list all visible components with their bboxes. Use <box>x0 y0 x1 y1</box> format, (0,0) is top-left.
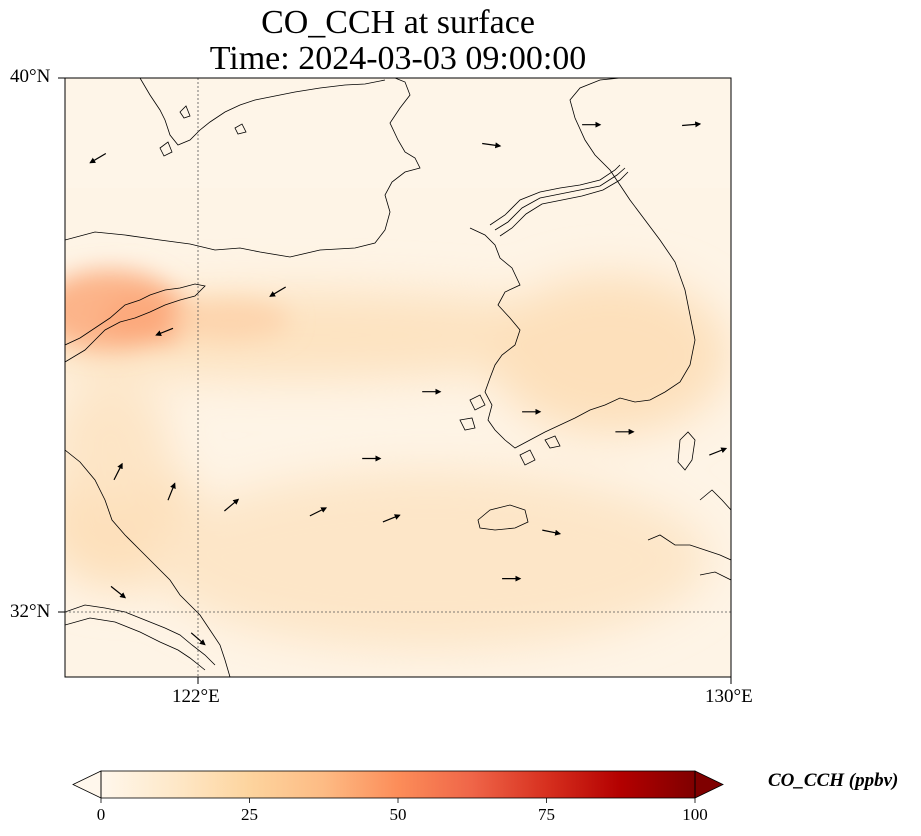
field-bohai-clean <box>65 78 731 188</box>
wind-arrow-15 <box>110 585 127 599</box>
wind-arrow-19 <box>482 142 502 149</box>
colorbar-tick-25: 25 <box>241 805 258 824</box>
coastline-korea-islands <box>459 394 561 466</box>
map-subtitle-time: Time: 2024-03-03 09:00:00 <box>209 40 587 77</box>
coastlines <box>65 78 731 677</box>
wind-arrow-2 <box>155 327 174 336</box>
wind-arrow-1 <box>269 286 287 297</box>
axis-ticks <box>58 77 732 684</box>
colorbar-tick-75: 75 <box>538 805 555 824</box>
coastline-jeju <box>477 504 529 531</box>
concentration-field <box>65 78 731 677</box>
field-plume-tail <box>170 300 290 340</box>
colorbar <box>72 770 724 803</box>
colorbar-gradient <box>101 771 695 798</box>
wind-arrow-3 <box>113 462 123 481</box>
lon-label-122E: 122°E <box>172 686 220 707</box>
colorbar-tick-50: 50 <box>389 805 407 824</box>
wind-arrow-17 <box>682 121 702 128</box>
wind-arrow-16 <box>190 632 206 646</box>
wind-arrow-12 <box>709 447 728 456</box>
lon-label-130E: 130°E <box>705 686 753 707</box>
colorbar-tick-0: 0 <box>96 805 106 824</box>
coastline-liaodong <box>139 78 386 146</box>
coastline-shandong <box>65 283 206 363</box>
coastline-jiangsu <box>65 449 231 677</box>
coastline-kyushu <box>647 489 731 581</box>
coastline-bohai-islands <box>159 105 247 157</box>
coastline-tsushima <box>677 431 696 471</box>
colorbar-extend-low <box>72 770 102 799</box>
coastline-yangtze <box>65 604 216 671</box>
lat-label-32N: 32°N <box>10 601 51 622</box>
lat-label-40N: 40°N <box>10 66 51 87</box>
map-frame <box>64 77 732 678</box>
colorbar-tick-100: 100 <box>682 805 708 824</box>
coastline-korea-peninsula <box>469 78 696 449</box>
coastline-korea-west <box>489 164 629 237</box>
wind-arrow-13 <box>542 529 562 536</box>
wind-arrow-0 <box>89 152 107 164</box>
field-korea-peninsula <box>490 275 730 435</box>
field-south-coast <box>65 380 170 500</box>
wind-arrow-6 <box>309 507 328 517</box>
field-east-china-sea <box>150 470 710 650</box>
wind-arrow-7 <box>382 514 401 523</box>
wind-arrow-5 <box>224 498 240 512</box>
gridlines <box>65 78 731 677</box>
map-title: CO_CCH at surface <box>261 4 535 41</box>
colorbar-extend-high <box>694 770 724 799</box>
colorbar-label: CO_CCH (ppbv) <box>768 770 899 791</box>
wind-vectors <box>89 121 728 646</box>
wind-arrow-4 <box>167 482 176 501</box>
coastline-china-north <box>65 78 421 258</box>
